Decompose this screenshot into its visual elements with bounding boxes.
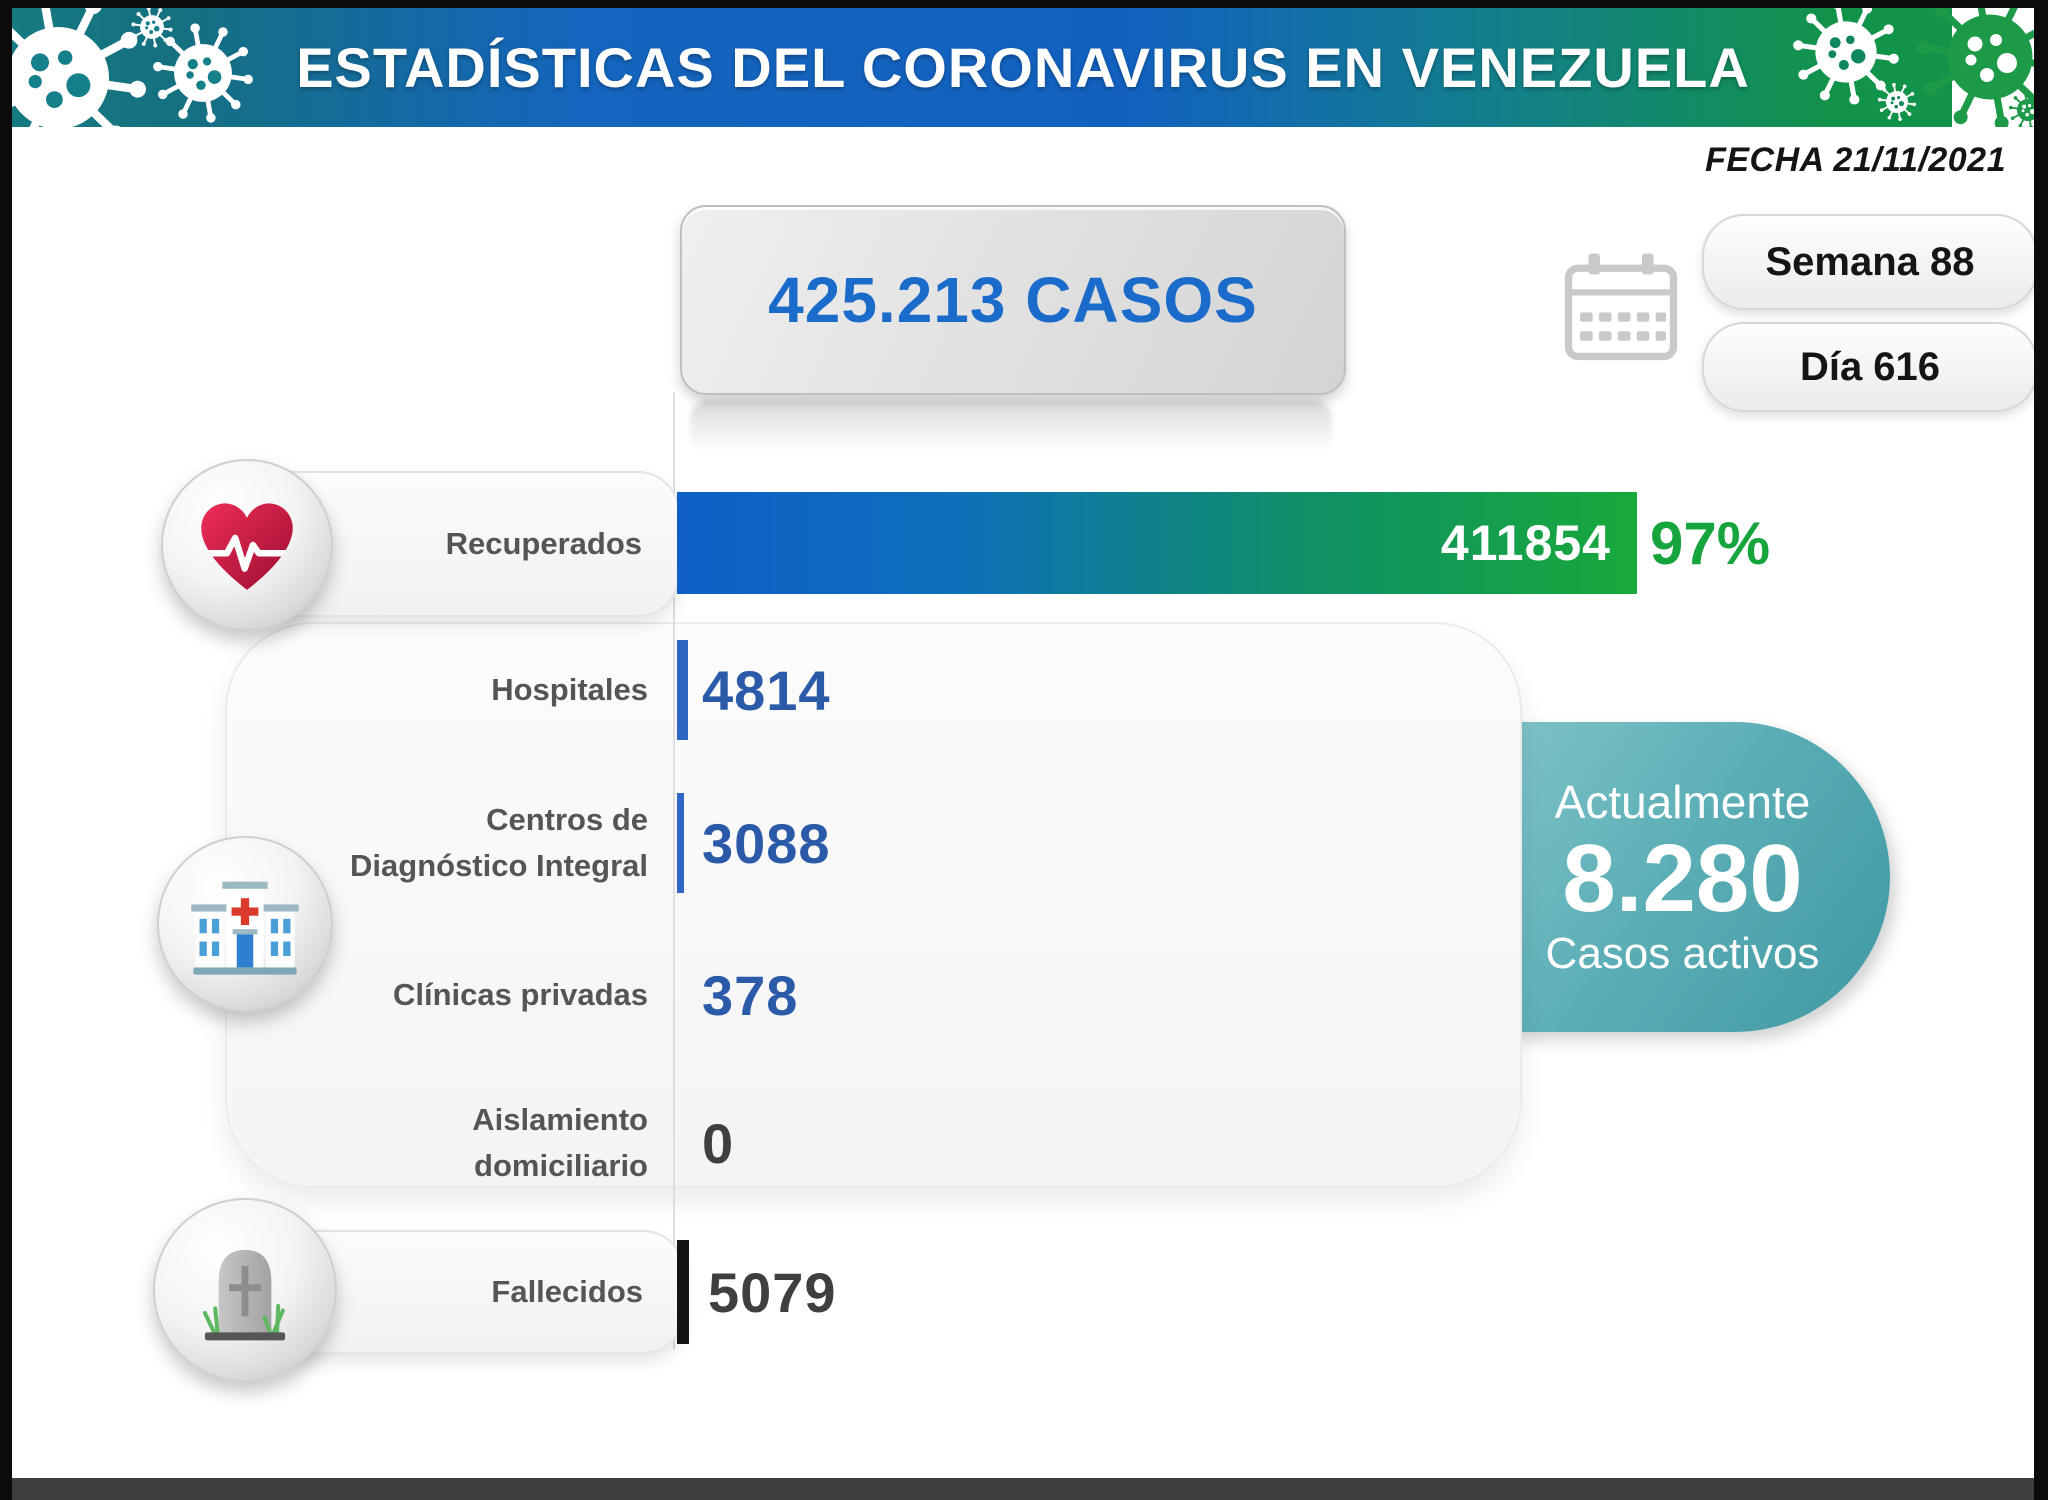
deaths-icon-circle [153, 1198, 337, 1382]
row-label-cdi: Centros de Diagnóstico Integral [350, 801, 648, 884]
frame-border-right [2034, 0, 2048, 1500]
axis-baseline [673, 392, 675, 1350]
active-cases-badge: Actualmente 8.280 Casos activos [1505, 722, 1890, 1032]
heart-pulse-icon [201, 503, 293, 590]
week-pill: Semana 88 [1702, 214, 2038, 310]
total-cases-reflection [690, 399, 1332, 453]
row-label-aislamiento: Aislamiento domiciliario [472, 1101, 648, 1184]
recovered-bar: 411854 [677, 492, 1637, 594]
active-value: 8.280 [1562, 824, 1803, 932]
page-title: ESTADÍSTICAS DEL CORONAVIRUS EN VENEZUEL… [296, 36, 1750, 99]
recovered-value: 411854 [1440, 515, 1611, 571]
week-label: Semana 88 [1765, 239, 1975, 284]
bar-fallecidos [677, 1240, 689, 1344]
hospital-icon-circle [157, 836, 333, 1012]
bar-hospitales [677, 640, 689, 740]
value-aislamiento: 0 [702, 1111, 735, 1175]
bottom-bar [12, 1478, 2034, 1500]
bar-cdi [677, 793, 685, 893]
day-pill: Día 616 [1702, 322, 2038, 412]
active-suffix: Casos activos [1545, 929, 1820, 979]
header-banner [12, 8, 2034, 127]
recovered-label: Recuperados [445, 526, 642, 561]
recovered-percent: 97% [1650, 509, 1771, 577]
value-clinicas: 378 [702, 963, 799, 1027]
value-hospitales: 4814 [702, 658, 831, 722]
date-label: FECHA 21/11/2021 [1705, 140, 2006, 179]
frame-border-left [0, 0, 12, 1500]
deaths-label: Fallecidos [491, 1274, 643, 1309]
active-prefix: Actualmente [1554, 775, 1811, 828]
value-fallecidos: 5079 [708, 1260, 837, 1324]
day-label: Día 616 [1799, 344, 1941, 389]
recovered-icon-circle [161, 459, 333, 631]
tombstone-icon [202, 1249, 286, 1341]
frame-border-top [0, 0, 2048, 8]
row-label-hospitales: Hospitales [491, 671, 648, 707]
value-cdi: 3088 [702, 811, 831, 875]
stats-panel [225, 622, 1522, 1188]
hospital-icon [191, 881, 299, 975]
total-cases-value: 425.213 CASOS [768, 264, 1258, 336]
total-cases-box: 425.213 CASOS [680, 205, 1346, 395]
calendar-icon [1564, 253, 1678, 361]
row-label-clinicas: Clínicas privadas [392, 976, 648, 1012]
